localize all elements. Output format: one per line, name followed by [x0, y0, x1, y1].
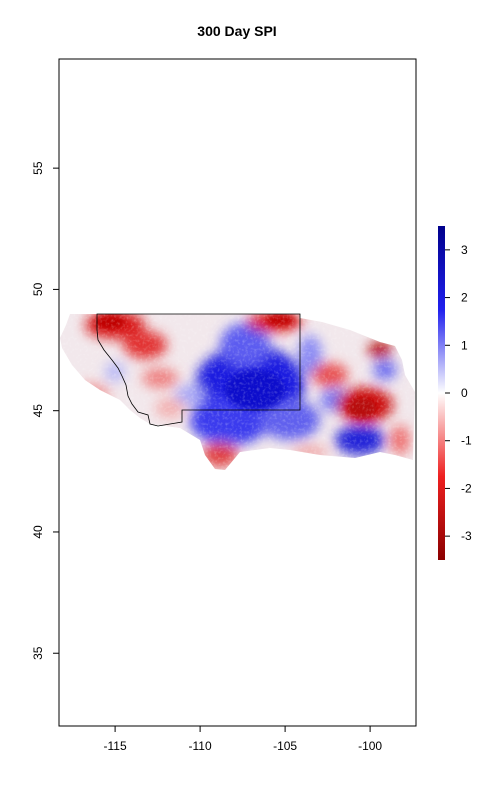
y-tick-label: 55 [31, 161, 45, 175]
y-tick-label: 35 [31, 646, 45, 660]
legend-colorbar [438, 226, 445, 560]
color-legend: 3 2 1 0 -1 -2 -3 [438, 226, 472, 560]
legend-tick-label: 1 [461, 338, 468, 352]
x-tick-label: -115 [104, 739, 127, 753]
state-boundary [96, 313, 301, 427]
x-tick-label: -100 [358, 739, 382, 753]
legend-tick-label: -3 [461, 529, 472, 543]
legend-tick-label: 2 [461, 291, 468, 305]
legend-tick-label: -1 [461, 434, 472, 448]
y-tick-label: 50 [31, 282, 45, 296]
y-axis: 35 40 45 50 55 [31, 161, 59, 660]
x-axis: -115 -110 -105 -100 [104, 726, 382, 753]
legend-tick-label: 0 [461, 386, 468, 400]
legend-ticks: 3 2 1 0 -1 -2 -3 [445, 243, 472, 543]
y-tick-label: 45 [31, 404, 45, 418]
legend-tick-label: -2 [461, 481, 472, 495]
x-tick-label: -105 [273, 739, 297, 753]
y-tick-label: 40 [31, 525, 45, 539]
x-tick-label: -110 [189, 739, 212, 753]
legend-tick-label: 3 [461, 243, 468, 257]
map-title: 300 Day SPI [197, 23, 276, 39]
